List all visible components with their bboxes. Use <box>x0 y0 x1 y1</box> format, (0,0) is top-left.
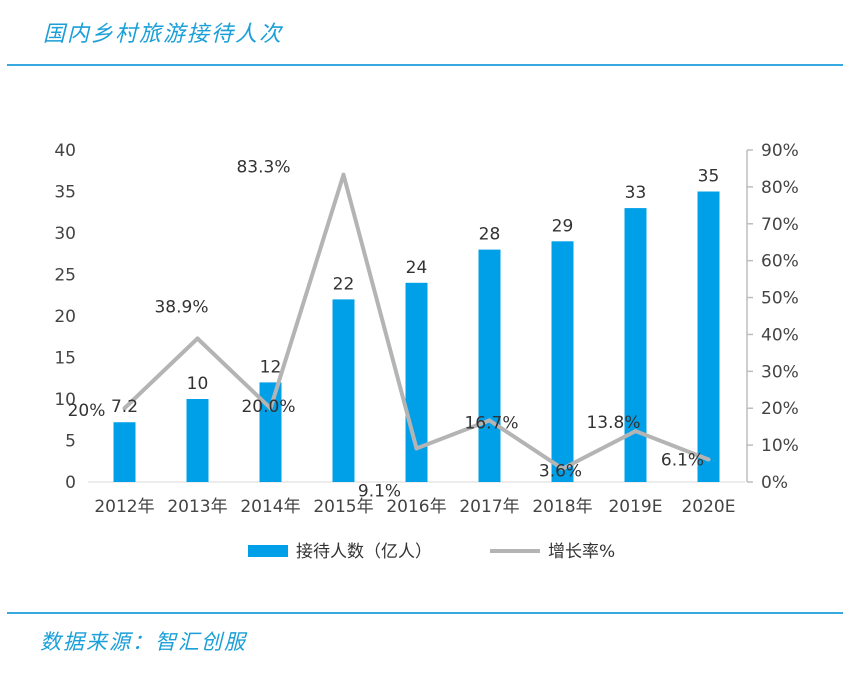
bar-data-label: 33 <box>625 183 647 203</box>
bar-data-label: 12 <box>260 357 282 377</box>
bar <box>186 399 209 482</box>
y-right-tick-label: 80% <box>761 178 799 198</box>
line-data-label: 3.6% <box>539 462 582 482</box>
bar-data-label: 24 <box>406 258 428 278</box>
bar <box>697 191 720 482</box>
line-data-label: 13.8% <box>586 413 640 433</box>
y-left-tick-label: 15 <box>54 349 76 369</box>
bar-data-label: 22 <box>333 274 355 294</box>
bar <box>113 422 136 482</box>
y-right-tick-label: 40% <box>761 325 799 345</box>
y-right-tick-label: 10% <box>761 436 799 456</box>
x-tick-label: 2016年 <box>386 497 446 517</box>
legend-bar-swatch <box>248 545 288 557</box>
bar <box>332 299 355 482</box>
y-left-tick-label: 5 <box>65 432 76 452</box>
y-left-tick-label: 0 <box>65 473 76 493</box>
line-point <box>268 406 273 411</box>
bar <box>551 241 574 482</box>
y-left-tick-label: 30 <box>54 224 76 244</box>
title-divider <box>7 64 843 66</box>
y-right-tick-label: 20% <box>761 399 799 419</box>
x-tick-label: 2014年 <box>240 497 300 517</box>
page-title: 国内乡村旅游接待人次 <box>43 22 284 47</box>
bar-data-label: 10 <box>187 374 209 394</box>
bar <box>259 382 282 482</box>
y-right-tick-label: 50% <box>761 289 799 309</box>
y-left-tick-label: 40 <box>54 141 76 161</box>
line-data-label: 83.3% <box>236 158 290 178</box>
y-right-tick-label: 30% <box>761 362 799 382</box>
line-point <box>706 457 711 462</box>
line-data-label: 38.9% <box>154 298 208 318</box>
x-tick-label: 2019E <box>608 497 662 517</box>
y-left-tick-label: 10 <box>54 390 76 410</box>
y-right-tick-label: 60% <box>761 252 799 272</box>
bar-data-label: 35 <box>698 167 720 187</box>
footer-divider <box>7 612 843 614</box>
line-point <box>487 418 492 423</box>
line-data-label: 16.7% <box>464 413 518 433</box>
bar-data-label: 28 <box>479 225 501 245</box>
x-tick-label: 2012年 <box>94 497 154 517</box>
x-tick-label: 2020E <box>681 497 735 517</box>
x-tick-label: 2013年 <box>167 497 227 517</box>
line-point <box>633 429 638 434</box>
line-point <box>122 406 127 411</box>
y-left-tick-label: 35 <box>54 183 76 203</box>
line-point <box>414 446 419 451</box>
line-data-label: 20.0% <box>241 397 295 417</box>
line-point <box>195 336 200 341</box>
legend-bar-label: 接待人数（亿人） <box>296 542 432 562</box>
bar <box>478 249 501 482</box>
line-data-label: 9.1% <box>358 481 401 501</box>
bar-data-label: 29 <box>552 216 574 236</box>
source-note: 数据来源：智汇创服 <box>40 630 247 654</box>
x-tick-label: 2015年 <box>313 497 373 517</box>
bar <box>624 208 647 482</box>
y-right-tick-label: 70% <box>761 215 799 235</box>
bar <box>405 282 428 482</box>
bar-data-label: 7.2 <box>111 397 138 417</box>
y-right-tick-label: 0% <box>761 473 788 493</box>
y-left-tick-label: 20 <box>54 307 76 327</box>
line-data-label: 20% <box>68 401 106 421</box>
x-tick-label: 2018年 <box>532 497 592 517</box>
line-point <box>560 466 565 471</box>
line-point <box>341 172 346 177</box>
legend-line-label: 增长率% <box>548 542 615 562</box>
line-data-label: 6.1% <box>661 450 704 470</box>
y-right-tick-label: 90% <box>761 141 799 161</box>
x-tick-label: 2017年 <box>459 497 519 517</box>
y-left-tick-label: 25 <box>54 266 76 286</box>
